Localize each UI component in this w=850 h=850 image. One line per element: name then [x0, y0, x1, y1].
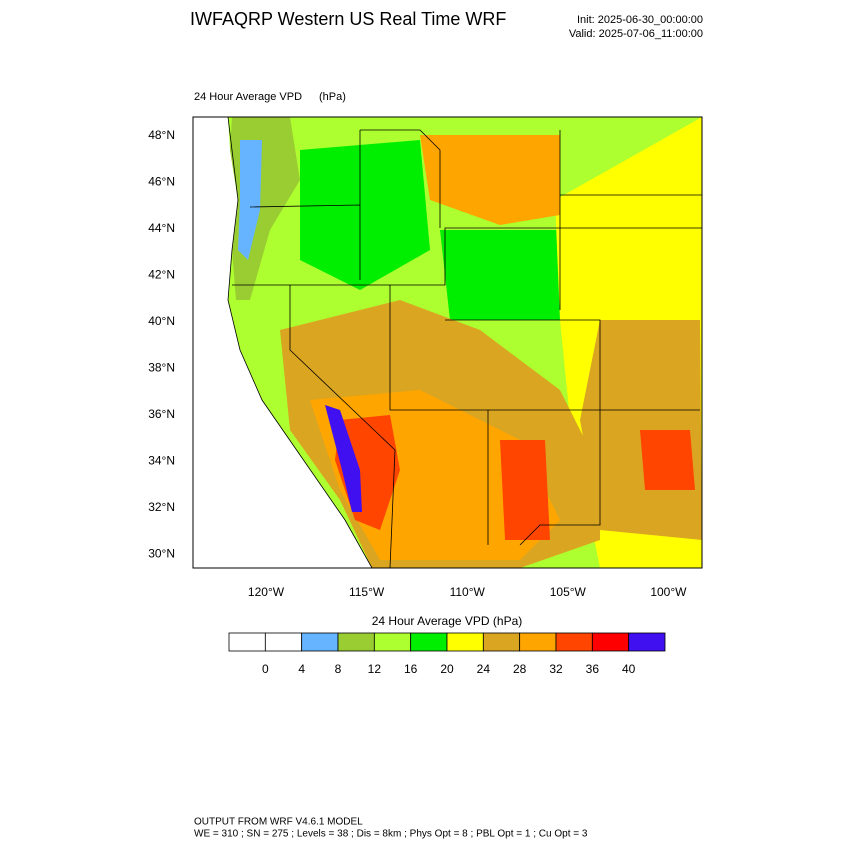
lon-label: 100°W — [650, 585, 687, 599]
color-box — [628, 632, 666, 652]
red-zone — [500, 440, 550, 540]
border — [232, 227, 561, 310]
lat-label: 32°N — [148, 500, 175, 514]
colorbar: 0 4 8 12 16 20 24 28 32 36 40 — [228, 632, 666, 676]
lat-label: 36°N — [148, 407, 175, 421]
color-box — [264, 632, 303, 652]
footer-line: WE = 310 ; SN = 275 ; Levels = 38 ; Dis … — [194, 829, 588, 840]
lat-label: 48°N — [148, 128, 175, 142]
color-box — [410, 632, 448, 652]
lon-label: 110°W — [450, 585, 486, 599]
colorbar-tick-label: 4 — [298, 662, 305, 676]
colorbar-tick-label: 12 — [368, 662, 382, 676]
border — [360, 129, 441, 228]
purple-zone — [325, 405, 362, 512]
lon-label: 115°W — [349, 585, 385, 599]
init-time: Init: 2025-06-30_00:00:00 — [577, 14, 703, 26]
lat-label: 34°N — [148, 454, 175, 468]
moist-coast — [238, 140, 262, 260]
lon-labels: 120°W 115°W 110°W 105°W 100°W — [248, 585, 687, 599]
lon-label: 105°W — [550, 585, 587, 599]
lat-label: 44°N — [148, 221, 175, 235]
color-box — [301, 632, 339, 652]
color-box — [519, 632, 557, 652]
green-zone — [300, 140, 430, 290]
color-box — [337, 632, 375, 652]
footer-line: OUTPUT FROM WRF V4.6.1 MODEL — [194, 817, 363, 828]
colorbar-tick-label: 8 — [335, 662, 342, 676]
lat-label: 40°N — [148, 314, 175, 328]
border — [289, 285, 396, 568]
lon-label: 120°W — [248, 585, 285, 599]
colorbar-tick-label: 0 — [262, 662, 269, 676]
color-box — [446, 632, 484, 652]
border — [445, 319, 700, 411]
border — [389, 285, 489, 545]
red-zone — [640, 430, 695, 490]
lat-label: 30°N — [148, 547, 175, 561]
colorbar-tick-label: 32 — [549, 662, 563, 676]
map-title: 24 Hour Average VPD — [194, 91, 302, 103]
colorbar-tick-label: 28 — [513, 662, 527, 676]
map-frame — [192, 116, 703, 569]
lat-label: 46°N — [148, 175, 175, 189]
color-box — [482, 632, 521, 652]
color-box — [228, 632, 266, 652]
lat-labels: 48°N 46°N 44°N 42°N 40°N 38°N 36°N 34°N 32°N 30°N — [148, 128, 175, 561]
border — [559, 130, 702, 229]
colorbar-tick-label: 40 — [622, 662, 636, 676]
border — [488, 409, 601, 546]
colorbar-tick-label: 24 — [477, 662, 491, 676]
colorbar-tick-label: 20 — [440, 662, 454, 676]
map-units: (hPa) — [319, 91, 346, 103]
map-field — [193, 117, 702, 568]
colorbar-tick-label: 16 — [404, 662, 418, 676]
colorbar-tick-label: 36 — [586, 662, 600, 676]
valid-time: Valid: 2025-07-06_11:00:00 — [569, 28, 703, 40]
lat-label: 42°N — [148, 268, 175, 282]
orange-zone — [420, 135, 560, 225]
title: IWFAQRP Western US Real Time WRF — [190, 9, 506, 29]
green-zone — [440, 230, 560, 320]
color-box — [373, 632, 412, 652]
coastline — [227, 117, 373, 568]
color-box — [591, 632, 630, 652]
lat-label: 38°N — [148, 361, 175, 375]
colorbar-title: 24 Hour Average VPD (hPa) — [372, 614, 523, 628]
color-box — [555, 632, 593, 652]
